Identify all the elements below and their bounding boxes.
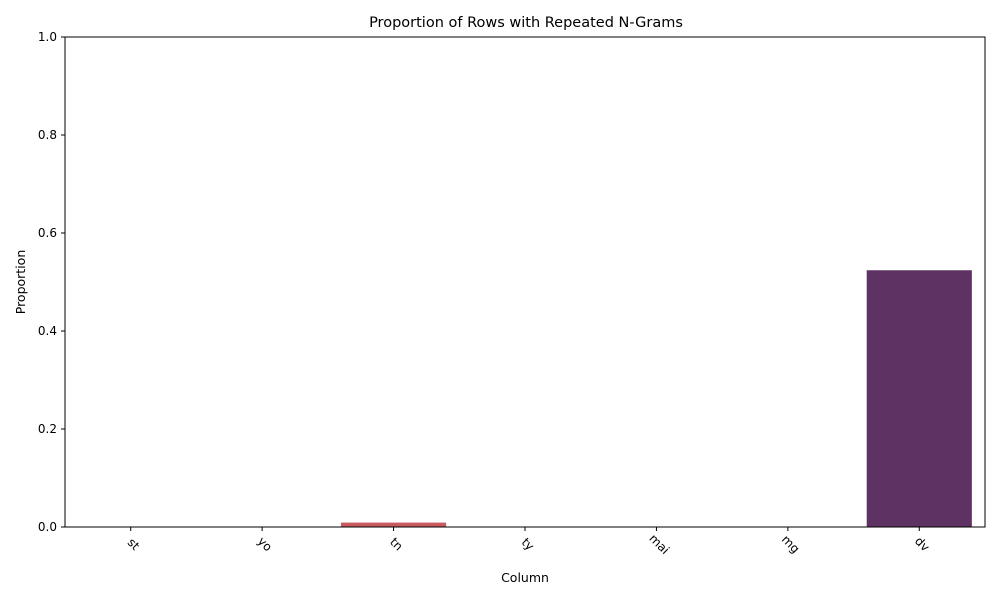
bar-dv: [866, 270, 972, 527]
y-tick-label: 1.0: [38, 30, 57, 44]
x-tick-label-tn: tn: [387, 535, 406, 554]
x-tick-label-ty: ty: [519, 535, 537, 553]
chart-title: Proportion of Rows with Repeated N-Grams: [369, 15, 683, 31]
y-axis-label: Proportion: [13, 250, 28, 315]
x-tick-label-dv: dv: [912, 534, 932, 554]
x-tick-label-mg: mg: [779, 532, 803, 556]
bars-layer: [341, 270, 972, 527]
x-tick-label-yo: yo: [255, 534, 275, 554]
bar-tn: [341, 522, 447, 527]
x-tick-label-st: st: [125, 535, 143, 553]
y-tick-label: 0.0: [38, 520, 57, 534]
plot-frame: [64, 36, 986, 528]
y-tick-label: 0.6: [38, 226, 57, 240]
x-axis-ticks: st yo tn ty mai mg dv: [125, 527, 932, 557]
y-tick-label: 0.2: [38, 422, 57, 436]
x-axis-label: Column: [501, 570, 549, 585]
y-axis-ticks: 0.0 0.2 0.4 0.6 0.8 1.0: [38, 30, 65, 534]
y-tick-label: 0.8: [38, 128, 57, 142]
y-tick-label: 0.4: [38, 324, 57, 338]
x-tick-label-mai: mai: [646, 531, 672, 557]
